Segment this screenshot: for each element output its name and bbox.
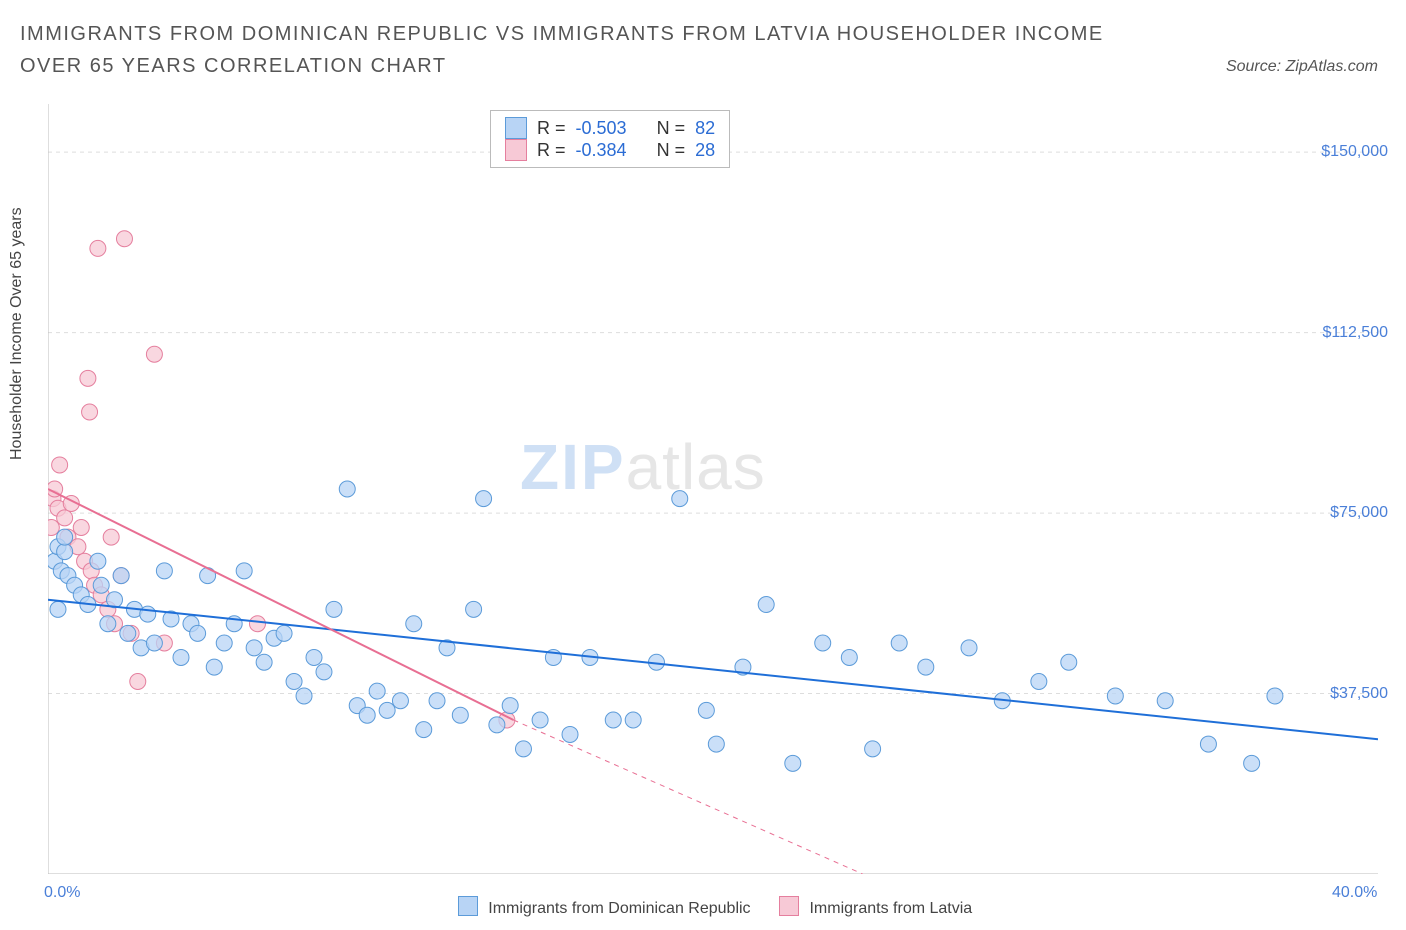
stats-row-series2: R = -0.384 N = 28 <box>505 139 715 161</box>
stats-row-series1: R = -0.503 N = 82 <box>505 117 715 139</box>
y-tick-label: $112,500 <box>1298 324 1388 342</box>
legend-square-series1 <box>458 896 478 916</box>
legend-square-series2 <box>505 139 527 161</box>
legend-square-series2 <box>779 896 799 916</box>
legend-label-series2: Immigrants from Latvia <box>809 900 972 917</box>
scatter-chart <box>48 104 1378 874</box>
source-attribution: Source: ZipAtlas.com <box>1226 58 1378 76</box>
x-tick-label: 0.0% <box>44 884 80 902</box>
y-tick-label: $75,000 <box>1298 504 1388 522</box>
chart-title: IMMIGRANTS FROM DOMINICAN REPUBLIC VS IM… <box>20 18 1140 82</box>
y-tick-label: $37,500 <box>1298 685 1388 703</box>
legend-label-series1: Immigrants from Dominican Republic <box>488 900 750 917</box>
legend-square-series1 <box>505 117 527 139</box>
y-tick-label: $150,000 <box>1298 143 1388 161</box>
y-axis-label: Householder Income Over 65 years <box>8 207 26 460</box>
correlation-stats-box: R = -0.503 N = 82 R = -0.384 N = 28 <box>490 110 730 168</box>
x-tick-label: 40.0% <box>1332 884 1377 902</box>
legend: Immigrants from Dominican Republic Immig… <box>0 896 1406 918</box>
